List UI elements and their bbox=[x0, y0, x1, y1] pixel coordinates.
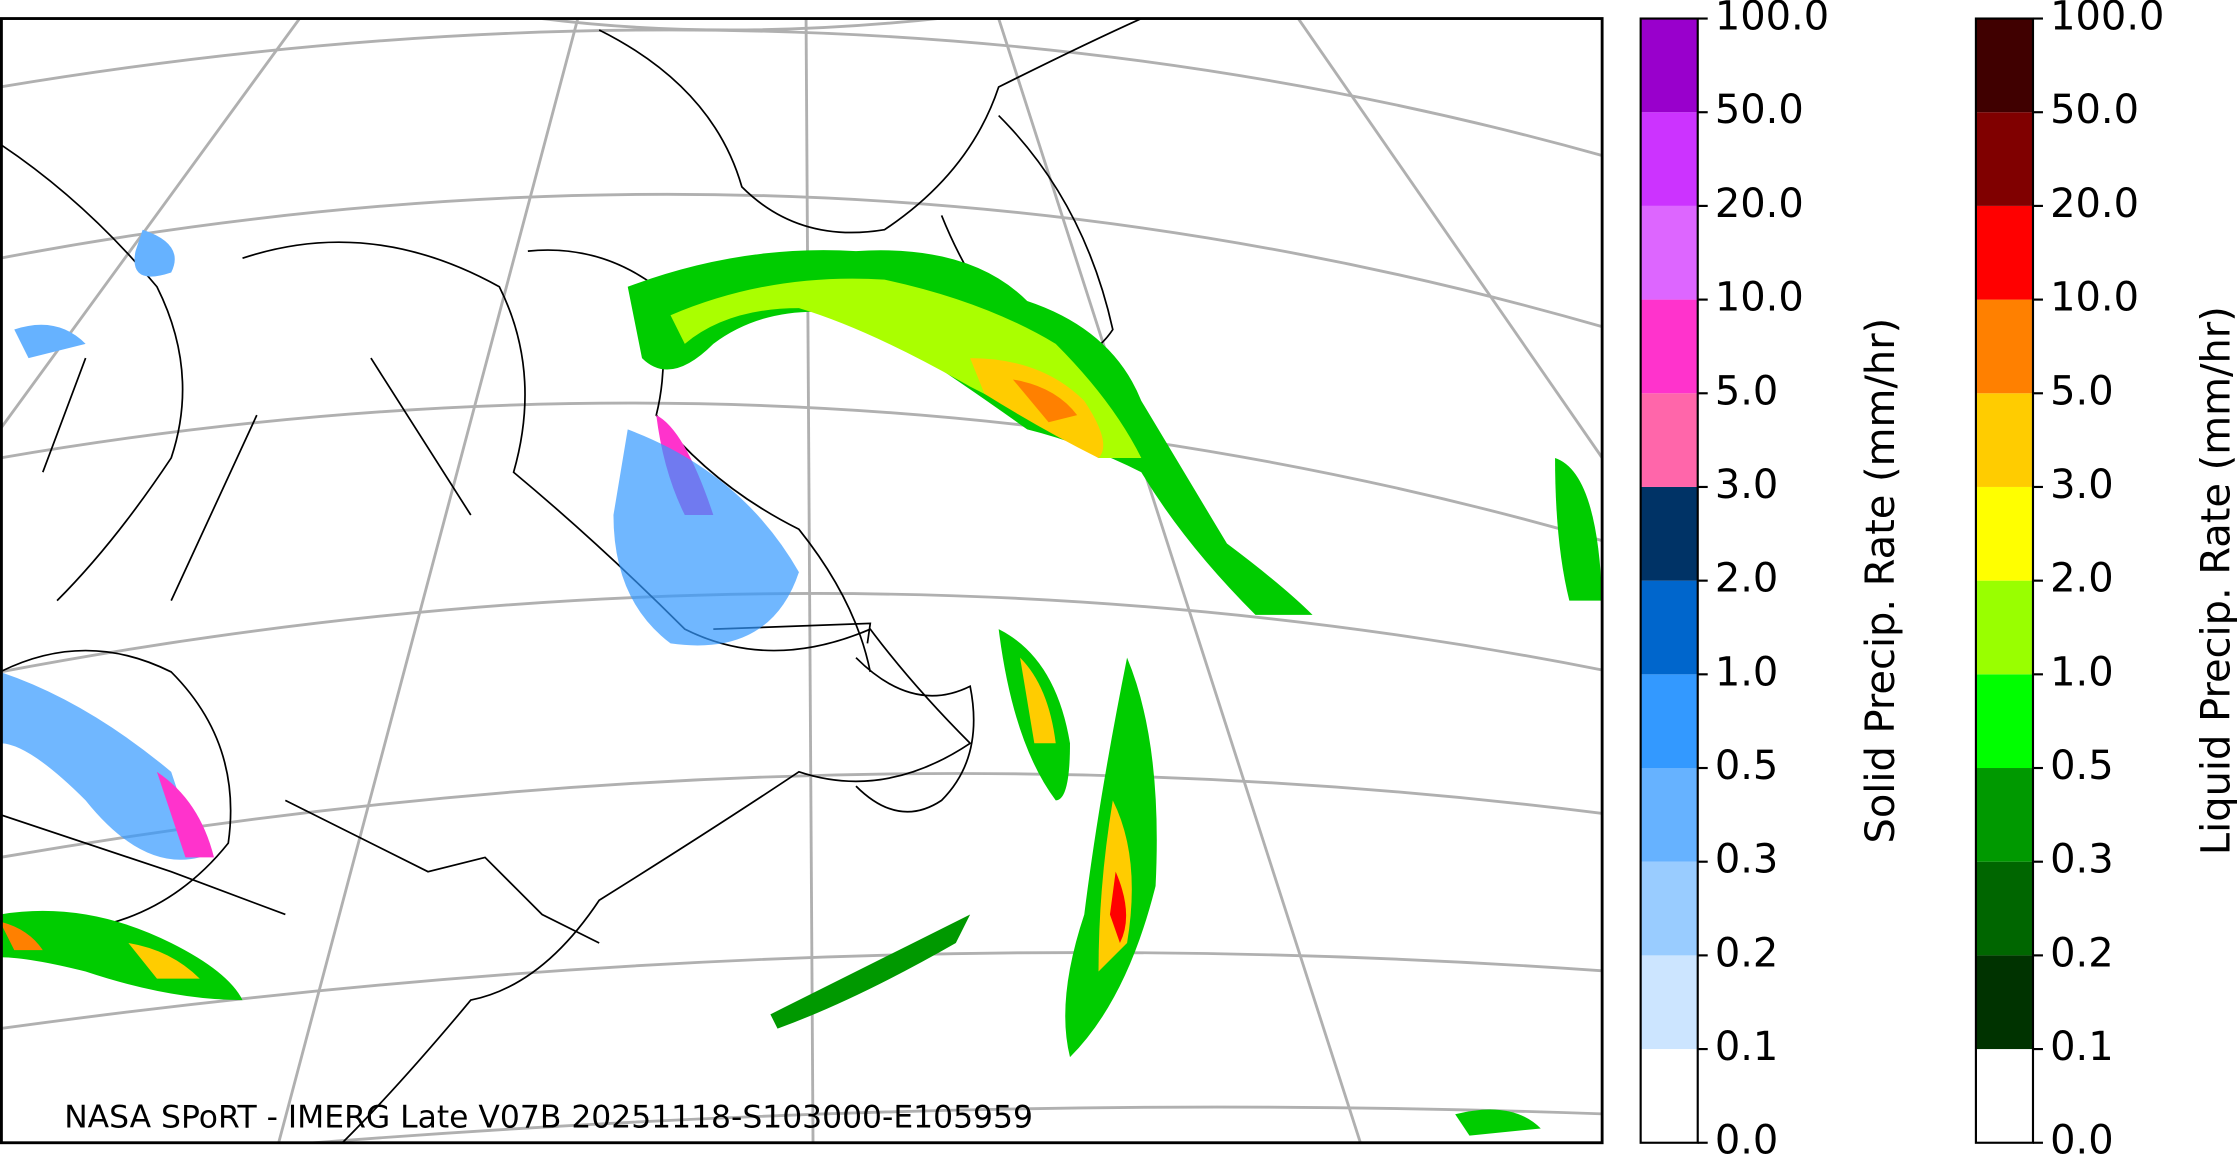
colorbar-tick-label: 5.0 bbox=[2050, 368, 2114, 414]
colorbar-tick-label: 0.3 bbox=[1715, 837, 1779, 883]
colorbar-tick-label: 10.0 bbox=[1715, 275, 1804, 321]
precip-field bbox=[1, 229, 1603, 1136]
colorbar-tick-label: 1.0 bbox=[1715, 649, 1779, 695]
colorbar-bin bbox=[1975, 486, 2033, 581]
colorbars: 0.0 0.1 0.2 0.3 0.5 1.0 2.0 3.0 5.0 10.0 20.0 50.0 1… bbox=[1639, 0, 2237, 1164]
colorbar-tick-label: 0.5 bbox=[2050, 743, 2114, 789]
colorbar-bin bbox=[1975, 768, 2033, 862]
colorbar-tick-label: 0.1 bbox=[2050, 1024, 2114, 1070]
colorbar-bin bbox=[1975, 1049, 2033, 1143]
colorbar-bin bbox=[1640, 486, 1698, 581]
colorbar-bin bbox=[1640, 112, 1698, 206]
colorbar-bin bbox=[1640, 861, 1698, 956]
colorbar-bin bbox=[1975, 580, 2033, 675]
colorbar-tick-label: 0.1 bbox=[1715, 1024, 1779, 1070]
colorbar-tick-label: 2.0 bbox=[1715, 556, 1779, 602]
colorbar-bin bbox=[1975, 393, 2033, 487]
colorbar-bin bbox=[1975, 861, 2033, 956]
map: NASA SPoRT - IMERG Late V07B 20251118-S1… bbox=[1, 18, 1603, 1143]
colorbar-label: Solid Precip. Rate (mm/hr) bbox=[1858, 318, 1904, 844]
colorbar-bin bbox=[1640, 768, 1698, 862]
colorbar-bin bbox=[1975, 674, 2033, 769]
colorbar-tick-label: 3.0 bbox=[2050, 462, 2114, 508]
colorbar-tick-label: 1.0 bbox=[2050, 649, 2114, 695]
colorbar-bin bbox=[1640, 955, 1698, 1050]
colorbar-bin bbox=[1640, 393, 1698, 487]
colorbar-bin bbox=[1975, 299, 2033, 394]
colorbar-bin bbox=[1975, 205, 2033, 300]
colorbar-bin bbox=[1640, 1049, 1698, 1143]
graticule bbox=[1, 18, 1603, 1143]
colorbar-bin bbox=[1640, 674, 1698, 769]
colorbar-tick-label: 0.2 bbox=[1715, 930, 1779, 976]
colorbar-bin bbox=[1640, 18, 1698, 113]
colorbar-bin bbox=[1975, 18, 2033, 113]
colorbar-bin bbox=[1975, 955, 2033, 1050]
colorbar-tick-label: 20.0 bbox=[2050, 181, 2139, 227]
colorbar-tick-label: 100.0 bbox=[2050, 0, 2164, 40]
colorbar-tick-label: 2.0 bbox=[2050, 556, 2114, 602]
colorbar-tick-label: 5.0 bbox=[1715, 368, 1779, 414]
colorbar-tick-label: 0.0 bbox=[2050, 1118, 2114, 1164]
colorbar-tick-label: 0.2 bbox=[2050, 930, 2114, 976]
colorbar-tick-label: 10.0 bbox=[2050, 275, 2139, 321]
caption: NASA SPoRT - IMERG Late V07B 20251118-S1… bbox=[64, 1099, 1033, 1135]
colorbar-tick-label: 20.0 bbox=[1715, 181, 1804, 227]
colorbar-tick-label: 3.0 bbox=[1715, 462, 1779, 508]
colorbar-tick-label: 0.0 bbox=[1715, 1118, 1779, 1164]
colorbar-bin bbox=[1640, 299, 1698, 394]
colorbar-bin bbox=[1975, 112, 2033, 206]
colorbar-tick-label: 0.5 bbox=[1715, 743, 1779, 789]
colorbar-label: Liquid Precip. Rate (mm/hr) bbox=[2193, 306, 2237, 855]
colorbar-bin bbox=[1640, 580, 1698, 675]
colorbar-tick-label: 50.0 bbox=[1715, 87, 1804, 133]
colorbar-tick-label: 100.0 bbox=[1715, 0, 1829, 40]
colorbar-bin bbox=[1640, 205, 1698, 300]
colorbar-tick-label: 0.3 bbox=[2050, 837, 2114, 883]
map-frame bbox=[0, 17, 1604, 1145]
colorbar-tick-label: 50.0 bbox=[2050, 87, 2139, 133]
